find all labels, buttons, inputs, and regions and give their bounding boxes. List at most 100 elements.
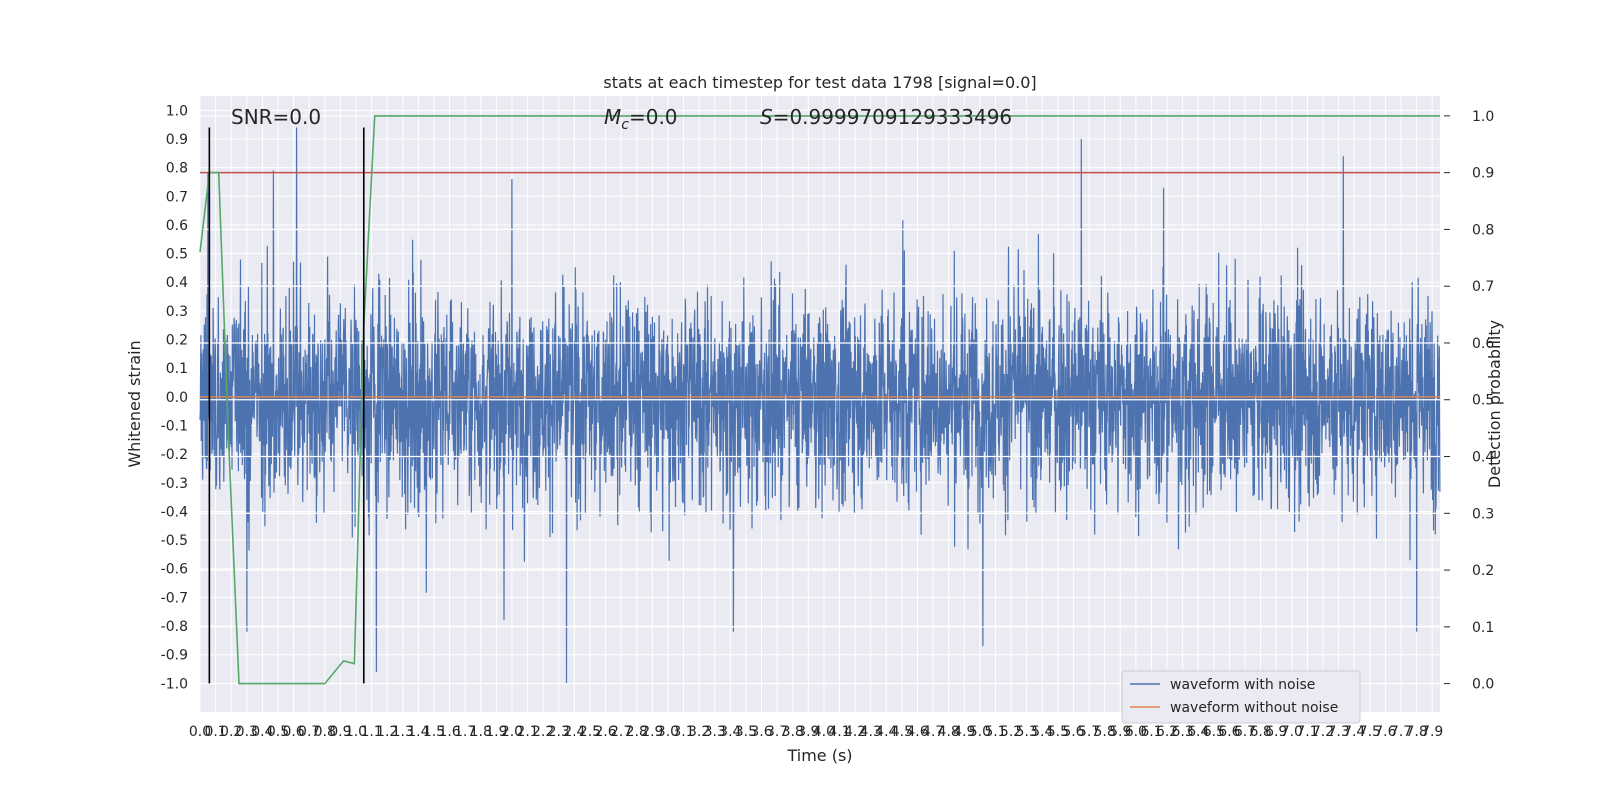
x-tick-label: 2.6 xyxy=(594,724,616,740)
x-tick-label: 1.9 xyxy=(485,724,507,740)
y-tick-label: -0.9 xyxy=(161,648,188,664)
x-tick-label: 2.8 xyxy=(626,724,648,740)
y-tick-label: 0.1 xyxy=(166,361,188,377)
x-tick-label: 4.6 xyxy=(906,724,928,740)
x-tick-label: 7.4 xyxy=(1343,724,1365,740)
x-tick-label: 7.1 xyxy=(1296,724,1318,740)
y-tick-label: -0.3 xyxy=(161,476,188,492)
x-tick-label: 2.5 xyxy=(579,724,601,740)
y-tick-label: 0.2 xyxy=(166,333,188,349)
x-tick-label: 5.3 xyxy=(1016,724,1038,740)
x-tick-label: 4.5 xyxy=(891,724,913,740)
x-tick-label: 6.2 xyxy=(1156,724,1178,740)
y-tick-label: -0.6 xyxy=(161,562,188,578)
legend: waveform with noise waveform without noi… xyxy=(1121,670,1361,724)
x-tick-label: 0.4 xyxy=(251,724,273,740)
score-value: =0.9999709129333496 xyxy=(773,105,1012,129)
x-tick-label: 2.1 xyxy=(516,724,538,740)
x-tick-label: 2.4 xyxy=(563,724,585,740)
y2-tick-label: 0.8 xyxy=(1472,222,1494,238)
x-tick-label: 3.3 xyxy=(704,724,726,740)
x-tick-label: 4.7 xyxy=(922,724,944,740)
x-tick-label: 7.2 xyxy=(1312,724,1334,740)
waveform-with-noise-line xyxy=(199,127,1441,684)
y2-tick-label: 0.6 xyxy=(1472,336,1494,352)
x-tick-label: 5.2 xyxy=(1000,724,1022,740)
chirp-mass-symbol: M xyxy=(604,105,621,129)
x-tick-label: 2.3 xyxy=(548,724,570,740)
x-tick-label: 3.8 xyxy=(782,724,804,740)
y-tick-label: 0.9 xyxy=(166,132,188,148)
x-tick-label: 4.2 xyxy=(844,724,866,740)
y2-tick-label: 0.9 xyxy=(1472,166,1494,182)
x-tick-label: 7.6 xyxy=(1374,724,1396,740)
x-tick-label: 3.9 xyxy=(797,724,819,740)
x-tick-label: 5.5 xyxy=(1047,724,1069,740)
score-symbol: S xyxy=(760,105,773,129)
x-tick-label: 3.6 xyxy=(750,724,772,740)
chirp-mass-subscript: c xyxy=(621,117,629,133)
y2-tick-label: 0.5 xyxy=(1472,393,1494,409)
x-tick-label: 6.6 xyxy=(1218,724,1240,740)
x-tick-label: 6.3 xyxy=(1172,724,1194,740)
y2-tick-label: 0.3 xyxy=(1472,506,1494,522)
x-tick-label: 5.0 xyxy=(969,724,991,740)
x-tick-label: 6.7 xyxy=(1234,724,1256,740)
x-tick-label: 7.9 xyxy=(1421,724,1443,740)
x-tick-label: 1.2 xyxy=(376,724,398,740)
x-tick-label: 0.0 xyxy=(189,724,211,740)
y-axis-label: Whitened strain xyxy=(125,340,144,467)
y-tick-label: -0.7 xyxy=(161,590,188,606)
x-tick-label: 0.3 xyxy=(236,724,258,740)
x-tick-label: 4.1 xyxy=(828,724,850,740)
x-tick-label: 0.8 xyxy=(314,724,336,740)
x-tick-label: 2.2 xyxy=(532,724,554,740)
y-tick-label: 0.6 xyxy=(166,218,188,234)
y2-tick-label: 0.1 xyxy=(1472,620,1494,636)
x-axis-label: Time (s) xyxy=(786,746,852,765)
x-tick-label: 7.8 xyxy=(1405,724,1427,740)
x-tick-label: 5.6 xyxy=(1062,724,1084,740)
y-tick-label: 0.3 xyxy=(166,304,188,320)
score-annotation: S=0.9999709129333496 xyxy=(760,105,1012,129)
y2-tick-label: 0.4 xyxy=(1472,450,1494,466)
x-tick-label: 7.5 xyxy=(1359,724,1381,740)
x-tick-label: 3.1 xyxy=(672,724,694,740)
x-tick-label: 1.4 xyxy=(407,724,429,740)
x-tick-label: 0.5 xyxy=(267,724,289,740)
x-tick-label: 6.8 xyxy=(1249,724,1271,740)
x-tick-label: 1.0 xyxy=(345,724,367,740)
detection-probability-line xyxy=(199,115,1440,685)
x-tick-label: 4.9 xyxy=(953,724,975,740)
x-tick-label: 1.1 xyxy=(360,724,382,740)
x-tick-label: 2.7 xyxy=(610,724,632,740)
y-tick-label: 1.0 xyxy=(166,103,188,119)
x-tick-label: 4.0 xyxy=(813,724,835,740)
x-tick-label: 7.0 xyxy=(1281,724,1303,740)
y-tick-label: -0.1 xyxy=(161,418,188,434)
x-tick-label: 1.3 xyxy=(392,724,414,740)
tick-labels: 0.00.10.20.30.40.50.60.70.80.91.01.11.21… xyxy=(161,103,1495,740)
x-tick-label: 5.4 xyxy=(1031,724,1053,740)
x-tick-label: 0.6 xyxy=(282,724,304,740)
x-tick-label: 3.4 xyxy=(719,724,741,740)
y-tick-label: 0.5 xyxy=(166,247,188,263)
y2-tick-label: 0.0 xyxy=(1472,677,1494,693)
x-tick-label: 1.7 xyxy=(454,724,476,740)
y2-tick-label: 0.7 xyxy=(1472,279,1494,295)
y-tick-label: 0.4 xyxy=(166,275,188,291)
y2-axis-label: Detection probability xyxy=(1485,320,1504,488)
y-tick-label: 0.8 xyxy=(166,161,188,177)
x-tick-label: 3.0 xyxy=(657,724,679,740)
series-layer xyxy=(199,127,1441,684)
x-tick-label: 0.9 xyxy=(329,724,351,740)
x-tick-label: 5.1 xyxy=(984,724,1006,740)
x-tick-label: 7.3 xyxy=(1327,724,1349,740)
x-tick-label: 0.2 xyxy=(220,724,242,740)
legend-box xyxy=(1121,670,1361,724)
y-tick-label: 0.7 xyxy=(166,189,188,205)
y-tick-label: -0.2 xyxy=(161,447,188,463)
x-tick-label: 6.1 xyxy=(1140,724,1162,740)
